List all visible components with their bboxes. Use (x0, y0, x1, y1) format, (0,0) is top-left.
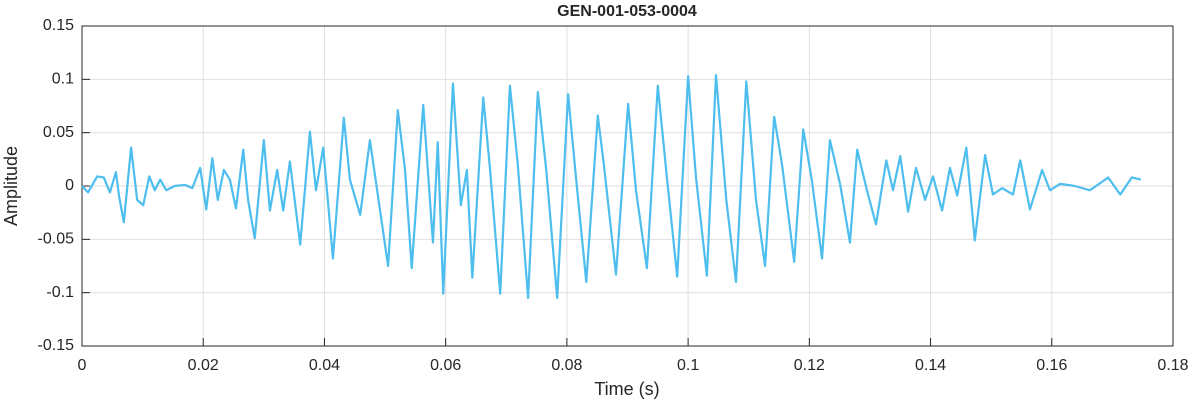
x-tick-label: 0.12 (794, 357, 825, 374)
x-tick-label: 0.04 (309, 357, 340, 374)
y-tick-label: -0.05 (38, 231, 75, 248)
x-tick-label: 0.14 (915, 357, 946, 374)
waveform-line (81, 73, 1142, 300)
x-tick-label: 0.16 (1036, 357, 1067, 374)
y-tick-label: 0.1 (52, 71, 74, 88)
y-tick-label: 0 (65, 177, 74, 194)
y-tick-label: 0.15 (43, 17, 74, 34)
y-tick-label: 0.05 (43, 124, 74, 141)
y-tick-label: -0.15 (38, 337, 75, 354)
x-axis-label: Time (s) (594, 379, 659, 399)
x-tick-label: 0.1 (677, 357, 699, 374)
x-tick-label: 0.02 (188, 357, 219, 374)
x-tick-label: 0.08 (551, 357, 582, 374)
x-tick-label: 0 (78, 357, 87, 374)
x-tick-label: 0.18 (1157, 357, 1188, 374)
chart-title: GEN-001-053-0004 (557, 3, 697, 20)
y-tick-label: -0.1 (46, 284, 74, 301)
y-axis-label: Amplitude (1, 146, 21, 226)
x-tick-label: 0.06 (430, 357, 461, 374)
